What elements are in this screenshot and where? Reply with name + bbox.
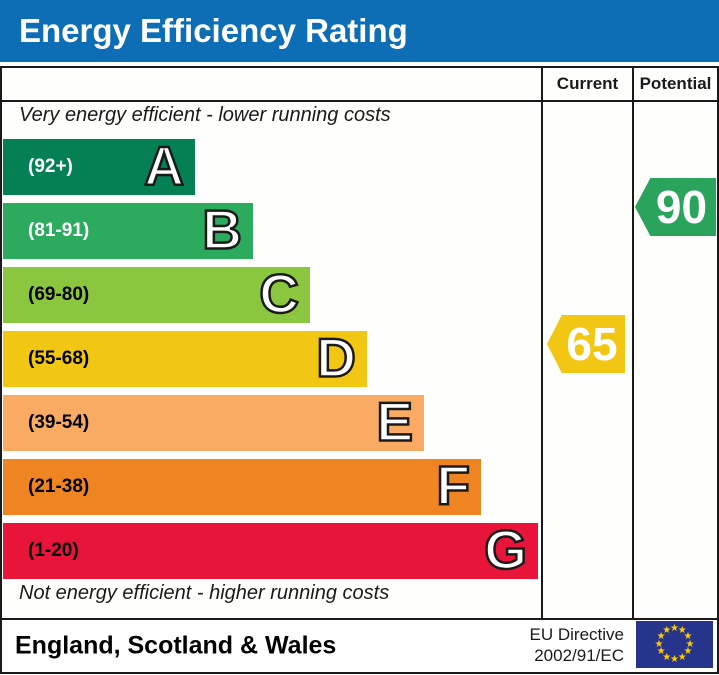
current-rating-value: 65	[566, 318, 618, 370]
band-range-label: (92+)	[28, 156, 73, 177]
band-range-label: (39-54)	[28, 412, 90, 433]
eu-flag-star: ★	[683, 646, 693, 658]
eu-directive-label: EU Directive 2002/91/EC	[530, 624, 624, 666]
potential-column-header: Potential	[639, 74, 712, 93]
eu-flag-star: ★	[654, 638, 664, 650]
band-letter: F	[435, 454, 471, 517]
column-divider-current	[541, 68, 543, 618]
eu-directive-line2: 2002/91/EC	[534, 646, 624, 665]
band-range-label: (1-20)	[28, 540, 79, 561]
band-range-label: (69-80)	[28, 284, 90, 305]
region-label: England, Scotland & Wales	[15, 631, 337, 660]
band-e: (39-54) E	[3, 390, 424, 453]
eu-flag-star: ★	[683, 630, 693, 642]
header-divider	[2, 100, 717, 102]
band-letter: E	[375, 390, 414, 453]
epc-chart: Current Potential Very energy efficient …	[0, 66, 719, 620]
eu-flag-star: ★	[662, 651, 672, 663]
band-f: (21-38) F	[3, 454, 481, 517]
eu-flag-star: ★	[685, 638, 695, 650]
eu-flag-star: ★	[677, 651, 687, 663]
eu-flag: ★ ★ ★ ★ ★ ★ ★ ★ ★ ★ ★ ★	[636, 621, 713, 668]
page-title: Energy Efficiency Rating	[19, 12, 408, 49]
band-range-label: (21-38)	[28, 476, 90, 497]
potential-rating-arrow: 90	[635, 178, 716, 236]
eu-flag-star: ★	[656, 630, 666, 642]
title-bar: Energy Efficiency Rating	[0, 0, 719, 62]
eu-flag-star: ★	[677, 625, 687, 637]
band-letter: G	[483, 518, 528, 581]
band-b: (81-91) B	[3, 198, 253, 261]
band-a: (92+) A	[3, 134, 195, 197]
eu-flag-star: ★	[662, 625, 672, 637]
band-letter: A	[143, 134, 185, 197]
footer: England, Scotland & Wales EU Directive 2…	[0, 620, 719, 674]
top-note: Very energy efficient - lower running co…	[19, 104, 391, 126]
current-column-header: Current	[556, 74, 619, 93]
eu-flag-star: ★	[656, 646, 666, 658]
column-divider-potential	[632, 68, 634, 618]
bottom-note: Not energy efficient - higher running co…	[19, 582, 390, 604]
band-c: (69-80) C	[3, 262, 310, 325]
eu-flag-star: ★	[670, 654, 679, 665]
current-rating-arrow: 65	[547, 315, 625, 373]
potential-rating-value: 90	[655, 181, 708, 233]
eu-flag-star: ★	[670, 623, 679, 634]
band-letter: B	[201, 198, 243, 261]
band-letter: C	[258, 262, 300, 325]
eu-directive-line1: EU Directive	[529, 625, 624, 644]
band-letter: D	[315, 326, 357, 389]
band-range-label: (81-91)	[28, 220, 90, 241]
band-range-label: (55-68)	[28, 348, 90, 369]
band-g: (1-20) G	[3, 518, 538, 581]
band-d: (55-68) D	[3, 326, 367, 389]
